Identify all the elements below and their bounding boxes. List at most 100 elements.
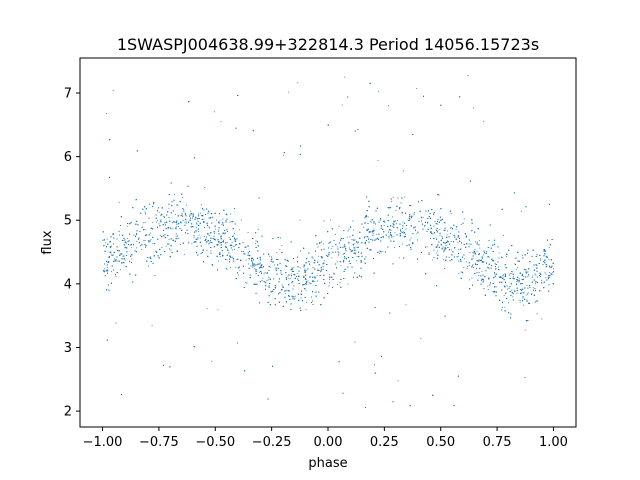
data-point xyxy=(330,219,332,221)
data-point xyxy=(472,265,473,267)
data-point xyxy=(260,271,262,273)
data-point xyxy=(148,265,149,267)
data-point xyxy=(474,262,476,264)
data-point xyxy=(294,295,296,297)
data-point xyxy=(296,273,298,275)
data-point xyxy=(481,258,483,260)
data-point xyxy=(317,255,319,257)
data-point xyxy=(248,263,250,265)
data-point xyxy=(472,257,474,259)
data-point xyxy=(349,247,350,249)
data-point xyxy=(184,222,186,224)
data-point xyxy=(548,259,550,261)
data-point xyxy=(226,214,228,216)
data-point xyxy=(288,278,290,279)
data-point xyxy=(545,277,547,279)
data-point xyxy=(208,235,210,236)
data-point xyxy=(289,277,291,279)
data-point xyxy=(251,266,253,268)
data-point xyxy=(502,275,503,277)
data-point xyxy=(437,223,439,225)
data-point xyxy=(482,120,484,122)
data-point xyxy=(463,218,465,220)
data-point xyxy=(159,234,161,236)
data-point xyxy=(219,220,221,222)
data-point xyxy=(185,204,187,206)
data-point xyxy=(469,252,471,253)
data-point xyxy=(158,223,160,225)
data-point xyxy=(183,254,185,255)
data-point xyxy=(512,271,513,273)
data-point xyxy=(450,249,452,251)
data-point xyxy=(111,270,112,272)
data-point xyxy=(247,246,249,247)
data-point xyxy=(370,249,372,251)
data-point xyxy=(268,279,269,281)
data-point xyxy=(154,275,156,276)
data-point xyxy=(482,256,484,258)
data-point xyxy=(328,274,330,276)
data-point xyxy=(165,245,167,247)
data-point xyxy=(234,232,235,234)
data-point xyxy=(187,242,189,244)
data-point xyxy=(393,235,395,237)
data-point xyxy=(316,275,318,277)
data-point xyxy=(520,210,522,212)
data-point xyxy=(393,226,395,228)
data-point xyxy=(220,121,222,123)
data-point xyxy=(349,236,351,238)
data-point xyxy=(152,243,154,244)
data-point xyxy=(495,292,497,293)
data-point xyxy=(458,248,460,250)
data-point xyxy=(395,209,397,211)
data-point xyxy=(329,282,330,284)
data-point xyxy=(508,302,509,304)
data-point xyxy=(449,233,451,234)
data-point xyxy=(437,250,439,252)
data-point xyxy=(225,268,227,269)
data-point xyxy=(269,255,270,257)
data-point xyxy=(199,237,201,239)
data-point xyxy=(217,309,219,311)
data-point xyxy=(291,269,293,270)
data-point xyxy=(465,261,467,263)
data-point xyxy=(150,238,152,240)
data-point xyxy=(540,258,542,260)
data-point xyxy=(172,228,174,230)
data-point xyxy=(121,240,123,241)
data-point xyxy=(330,248,332,250)
data-point xyxy=(177,226,179,227)
data-point xyxy=(460,224,462,225)
data-point xyxy=(323,268,324,270)
data-point xyxy=(245,282,247,283)
data-point xyxy=(241,250,242,252)
data-point xyxy=(248,254,250,256)
data-point xyxy=(379,252,380,254)
data-point xyxy=(468,265,470,266)
data-point xyxy=(463,267,465,268)
data-point xyxy=(516,268,517,270)
data-point xyxy=(351,239,353,240)
data-point xyxy=(340,265,342,267)
data-point xyxy=(237,274,239,276)
data-point xyxy=(198,231,199,233)
data-point xyxy=(486,251,488,252)
data-point xyxy=(308,261,310,262)
data-point xyxy=(106,266,108,268)
data-point xyxy=(291,282,293,284)
data-point xyxy=(354,253,356,255)
data-point xyxy=(446,234,448,236)
data-point xyxy=(304,270,305,271)
data-point xyxy=(344,244,346,245)
data-point xyxy=(526,301,528,302)
data-point xyxy=(234,249,235,250)
data-point xyxy=(481,271,483,273)
data-point xyxy=(457,242,459,244)
data-point xyxy=(211,360,213,362)
data-point xyxy=(131,258,133,260)
data-point xyxy=(112,90,114,91)
data-point xyxy=(398,257,400,259)
data-point xyxy=(305,309,307,311)
data-point xyxy=(426,246,428,248)
data-point xyxy=(280,237,281,239)
